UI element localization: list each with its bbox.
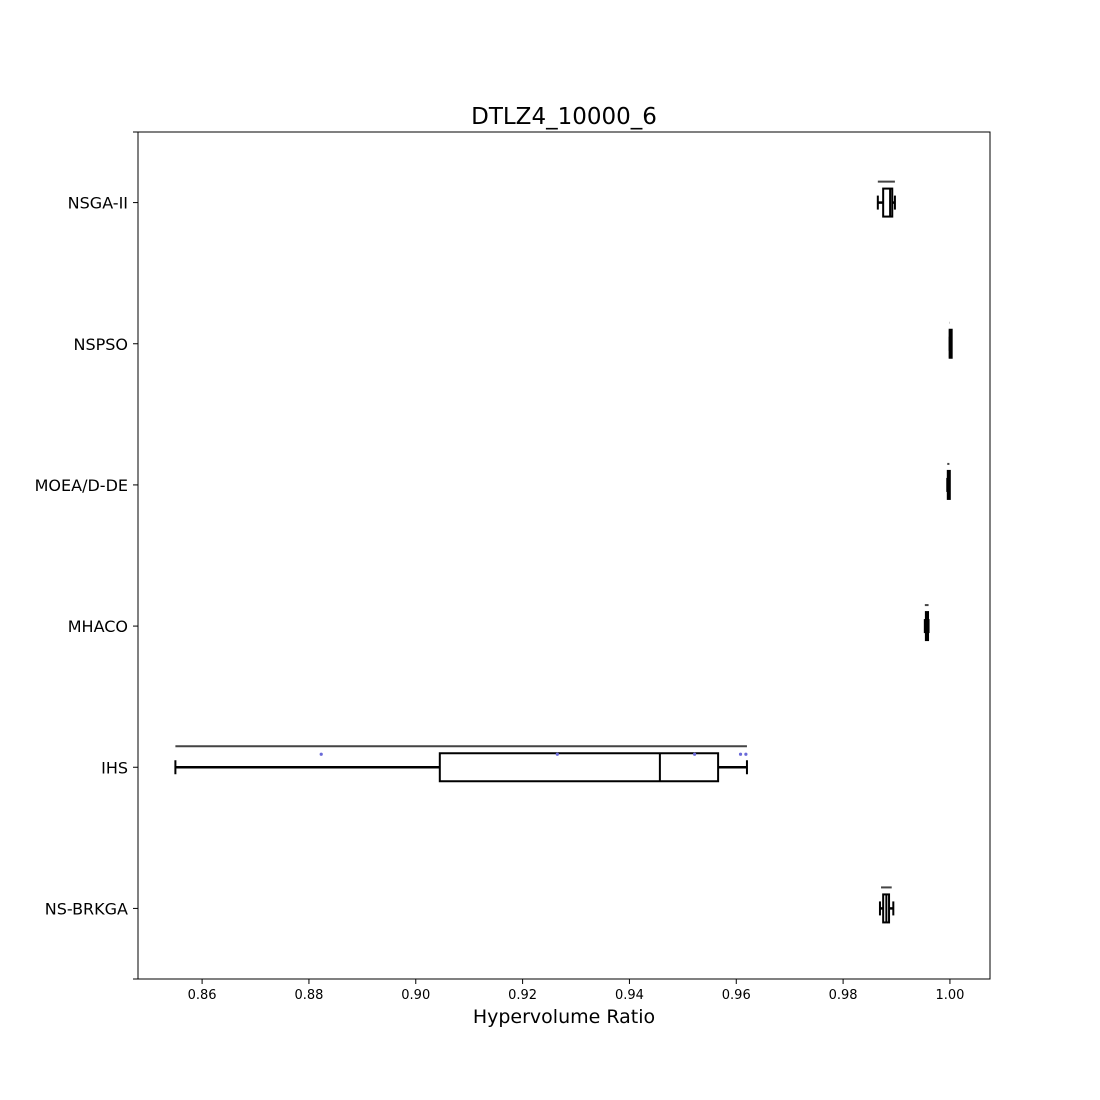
x-tick-label: 0.92 xyxy=(508,988,537,1003)
box-mhaco xyxy=(923,604,930,642)
data-point xyxy=(738,752,743,756)
x-tick-label: 0.96 xyxy=(722,988,751,1003)
data-point xyxy=(319,752,323,756)
x-tick-label: 0.94 xyxy=(615,988,644,1003)
box-ihs xyxy=(174,745,748,783)
y-category-label: NSGA-II xyxy=(68,194,128,213)
boxes-group xyxy=(174,180,953,924)
y-category-label: IHS xyxy=(101,758,128,777)
x-tick-label: 0.90 xyxy=(401,988,430,1003)
chart-title: DTLZ4_10000_6 xyxy=(471,104,657,130)
box-moea-d-de xyxy=(946,462,951,500)
plot-area-frame xyxy=(137,131,991,980)
x-tick-label: 0.98 xyxy=(829,988,858,1003)
x-tick-label: 1.00 xyxy=(935,988,964,1003)
x-tick-label: 0.88 xyxy=(294,988,323,1003)
box-iqr xyxy=(438,752,720,783)
data-point xyxy=(693,752,697,756)
y-category-label: NSPSO xyxy=(73,335,128,354)
box-ns-brkga xyxy=(878,886,895,924)
box-nsga-ii xyxy=(876,180,896,218)
y-category-label: MOEA/D-DE xyxy=(35,476,128,495)
box-iqr xyxy=(882,187,894,218)
data-point xyxy=(744,752,748,756)
y-axis: NSGA-II NSPSO MOEA/D-DE MHACO IHS NS-BRKGA xyxy=(35,131,138,980)
x-axis-label: Hypervolume Ratio xyxy=(473,1006,655,1028)
y-category-label: NS-BRKGA xyxy=(45,899,128,918)
data-point xyxy=(555,752,559,756)
x-axis: 0.86 0.88 0.90 0.92 0.94 0.96 0.98 1.00 xyxy=(188,979,964,1003)
x-tick-label: 0.86 xyxy=(188,988,217,1003)
box-nspso xyxy=(948,321,953,359)
y-category-label: MHACO xyxy=(68,617,128,636)
